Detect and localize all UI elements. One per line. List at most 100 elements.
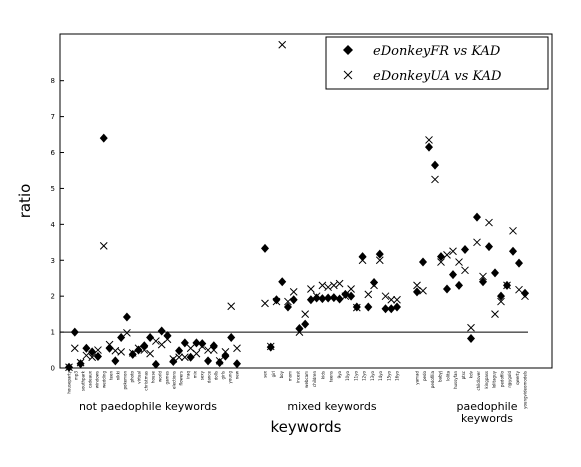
point-ua: [117, 347, 125, 356]
point-ua: [94, 346, 102, 354]
y-tick-label: 6: [51, 149, 56, 157]
point-ua: [330, 281, 338, 290]
category-label: kingpass: [484, 371, 489, 389]
point-ua: [221, 347, 230, 356]
point-fr: [467, 334, 475, 344]
category-label: lolitaguy: [492, 370, 497, 388]
category-label: windows: [95, 371, 100, 388]
category-label: r@ygold: [507, 371, 512, 388]
point-ua: [393, 295, 401, 304]
category-label: 14yo: [378, 370, 383, 380]
point-fr: [485, 242, 493, 252]
category-label: elections: [172, 371, 177, 389]
category-label: 11yo: [353, 370, 358, 380]
point-fr: [473, 212, 481, 222]
point-ua: [175, 353, 183, 362]
point-ua: [284, 297, 292, 306]
point-fr: [111, 356, 120, 366]
point-fr: [227, 332, 236, 342]
point-ua: [503, 281, 511, 290]
point-ua: [301, 310, 310, 318]
point-fr: [272, 295, 281, 305]
point-ua: [192, 349, 201, 358]
point-fr: [169, 357, 178, 367]
category-label: mix: [193, 370, 198, 378]
point-fr: [283, 302, 292, 312]
point-ua: [341, 292, 350, 301]
point-ua: [209, 346, 218, 354]
category-label: girl: [271, 371, 276, 377]
point-ua: [497, 297, 505, 306]
category-label: yamad: [415, 371, 420, 385]
point-ua: [467, 323, 475, 332]
category-label: youngvideomodels: [523, 371, 528, 409]
point-fr: [128, 349, 137, 359]
point-fr: [306, 295, 315, 305]
legend-entry-fr: eDonkeyFR vs KAD: [373, 44, 501, 59]
point-ua: [473, 238, 481, 247]
point-fr: [387, 304, 396, 314]
point-ua: [227, 302, 236, 311]
point-fr: [261, 243, 269, 253]
point-fr: [425, 142, 433, 152]
category-label: iraq: [186, 371, 191, 379]
point-ua: [181, 353, 189, 362]
group-label: paedophile: [456, 400, 517, 413]
group-label: not paedophile keywords: [79, 400, 217, 413]
category-label: boy: [279, 370, 284, 378]
category-label: flowers: [179, 371, 184, 385]
category-label: teens: [329, 371, 334, 382]
category-label: photo: [130, 370, 135, 382]
point-ua: [437, 258, 445, 266]
point-fr: [99, 133, 108, 143]
point-fr: [443, 284, 451, 294]
point-fr: [335, 294, 344, 304]
point-fr: [117, 332, 126, 342]
category-label: pedofilia: [430, 370, 435, 388]
plot-frame: [59, 33, 553, 369]
legend-x-marker: [343, 70, 353, 80]
point-ua: [387, 295, 396, 304]
point-fr: [204, 356, 213, 366]
point-fr: [233, 359, 241, 369]
group-label: mixed keywords: [287, 400, 376, 413]
point-fr: [88, 347, 97, 357]
point-ua: [347, 285, 355, 293]
category-label: webcam: [304, 371, 309, 388]
y-tick-label: 4: [51, 221, 56, 229]
point-ua: [233, 344, 241, 353]
point-ua: [455, 258, 463, 266]
category-label: sexy: [200, 370, 205, 380]
point-fr: [324, 293, 333, 303]
point-ua: [215, 356, 224, 365]
point-ua: [491, 310, 499, 318]
legend: eDonkeyFR vs KAD eDonkeyUA vs KAD: [325, 36, 549, 90]
category-label: 9yo: [337, 370, 342, 378]
point-ua: [198, 342, 207, 351]
point-fr: [515, 258, 523, 268]
y-axis-ticks: 0 1 2 3 4 5 6 7 8: [51, 77, 64, 373]
point-fr: [289, 295, 298, 305]
category-label: dolls: [214, 371, 219, 380]
point-ua: [318, 281, 327, 290]
category-label: wedding: [102, 371, 107, 388]
point-fr: [431, 160, 439, 170]
category-label: christmas: [144, 371, 149, 391]
point-ua: [449, 247, 457, 256]
point-fr: [347, 291, 356, 301]
point-ua: [515, 285, 523, 294]
point-ua: [146, 349, 154, 358]
point-fr: [215, 358, 224, 368]
point-ua: [152, 337, 160, 345]
category-label: 15yo: [386, 370, 391, 380]
point-ua: [425, 136, 433, 144]
point-ua: [381, 292, 390, 301]
category-label: nikki: [116, 371, 121, 380]
y-tick-label: 1: [51, 329, 55, 337]
category-label: children: [312, 371, 317, 388]
category-label: dance: [207, 370, 212, 383]
point-fr: [146, 332, 155, 342]
y-tick-label: 3: [51, 257, 55, 265]
point-ua: [312, 292, 321, 301]
